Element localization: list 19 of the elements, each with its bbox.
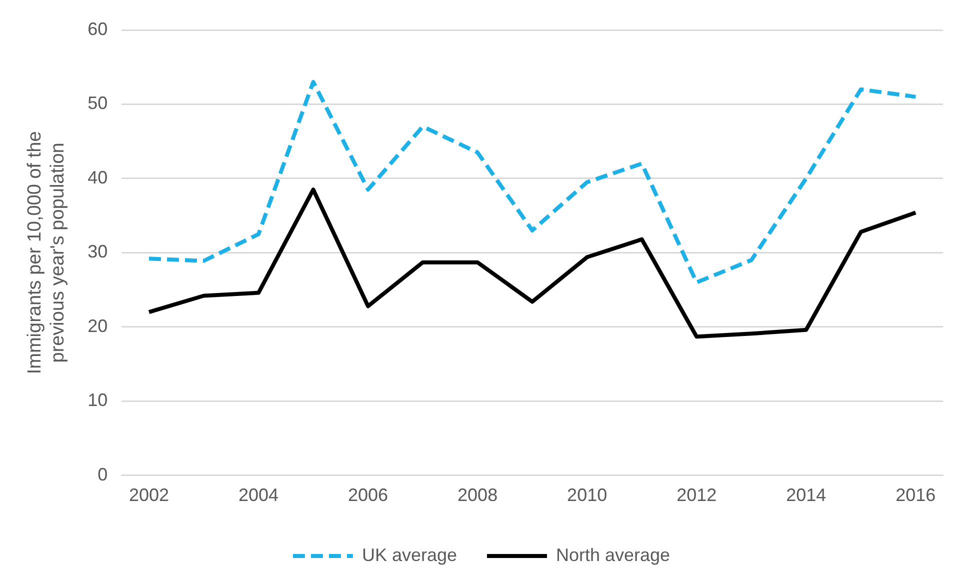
y-tick-label: 30 [88, 242, 108, 262]
y-tick-label: 0 [98, 464, 108, 484]
x-tick-label: 2008 [458, 485, 498, 506]
y-tick-label: 20 [88, 316, 108, 336]
x-tick-label: 2010 [567, 485, 608, 506]
y-tick-label: 40 [88, 167, 108, 188]
x-tick-label: 2002 [128, 485, 170, 506]
x-tick-label: 2006 [348, 485, 388, 506]
x-tick-label: 2014 [786, 485, 826, 506]
y-tick-label: 60 [88, 18, 108, 39]
y-tick-label: 10 [88, 390, 108, 410]
x-tick-label: 2016 [896, 485, 936, 506]
legend-label: UK average [362, 544, 458, 565]
legend-label: North average [556, 544, 670, 565]
x-tick-label: 2004 [238, 485, 279, 506]
line-series [147, 80, 918, 284]
y-tick-label: 50 [88, 93, 108, 114]
x-tick-label: 2012 [676, 485, 717, 506]
y-axis-title: Immigrants per 10,000 of the previous year's population [24, 131, 68, 374]
